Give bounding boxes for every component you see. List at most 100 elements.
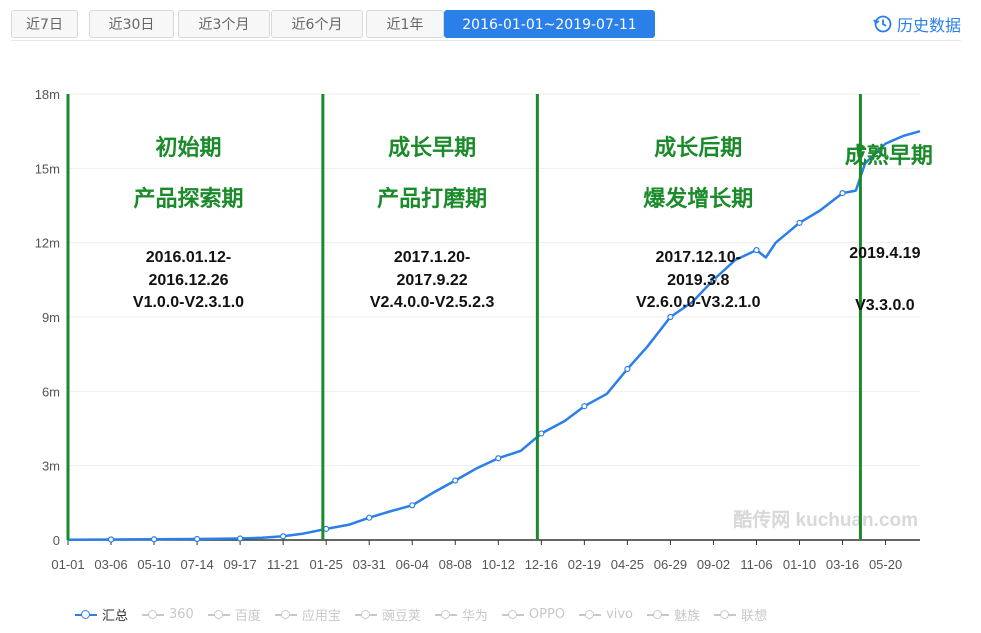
- legend-item[interactable]: 360: [142, 605, 194, 624]
- x-tick-label: 06-04: [396, 557, 429, 572]
- series-point: [409, 502, 416, 509]
- phase-date-start: 2017.1.20-: [394, 249, 471, 266]
- y-tick-label: 0: [53, 533, 60, 548]
- legend-item[interactable]: 汇总: [75, 605, 128, 624]
- phase-version: V3.3.0.0: [855, 297, 915, 314]
- series-point: [495, 455, 502, 462]
- y-tick-label: 15m: [35, 161, 60, 176]
- legend-marker-icon: [647, 609, 670, 620]
- legend-item[interactable]: 魅族: [647, 605, 700, 624]
- tab-30-days[interactable]: 近30日: [89, 10, 174, 38]
- downloads-line-chart: 0 3m 6m 9m 12m 15m 18m 01-01 03-06 05-10 07-14 09-…: [35, 87, 933, 572]
- legend-item[interactable]: 豌豆荚: [354, 605, 421, 624]
- x-tick-label: 09-17: [223, 557, 256, 572]
- legend-label: 华为: [461, 609, 488, 624]
- x-tick-label: 01-01: [51, 557, 84, 572]
- legend-marker-icon: [714, 609, 737, 620]
- series-point: [624, 365, 631, 373]
- series-point: [323, 525, 330, 532]
- legend-marker-icon: [142, 609, 165, 620]
- phase-subtitle: 产品打磨期: [377, 186, 487, 211]
- tab-underline: [11, 40, 961, 41]
- y-tick-label: 6m: [42, 384, 60, 399]
- phase-version: V2.4.0.0-V2.5.2.3: [370, 294, 495, 311]
- x-tick-label: 01-25: [310, 557, 343, 572]
- x-tick-label: 04-25: [611, 557, 644, 572]
- series-point: [150, 536, 158, 543]
- x-tick-label: 11-06: [740, 557, 772, 572]
- phase-name: 成长早期: [388, 135, 476, 160]
- legend-marker-icon: [75, 609, 97, 620]
- legend-item[interactable]: OPPO: [501, 605, 566, 624]
- x-tick-label: 10-12: [482, 557, 515, 572]
- legend: 汇总 360 百度 应用宝 豌豆荚 华为 OPPO vivo 魅族 联想: [75, 605, 767, 624]
- phase-lines: [66, 94, 862, 540]
- legend-marker-icon: [354, 609, 377, 620]
- series-point: [796, 219, 803, 226]
- watermark: 酷传网 kuchuan.com: [733, 508, 918, 531]
- x-tick-label: 11-21: [267, 557, 299, 572]
- y-axis-ticks: 0 3m 6m 9m 12m 15m 18m: [35, 87, 60, 548]
- history-icon: [873, 15, 892, 33]
- x-tick-label: 03-06: [94, 557, 127, 572]
- x-axis-ticks: 01-01 03-06 05-10 07-14 09-17 11-21 01-25 03-31…: [51, 540, 902, 572]
- x-tick-label: 03-16: [826, 557, 859, 572]
- series-point: [839, 190, 846, 197]
- tab-7-days[interactable]: 近7日: [11, 10, 78, 38]
- legend-label: 360: [169, 607, 194, 622]
- x-tick-label: 08-08: [439, 557, 472, 572]
- phase-date-end: 2019.3.8: [667, 272, 729, 289]
- x-tick-label: 12-16: [525, 557, 558, 572]
- tab-custom-range[interactable]: 2016-01-01~2019-07-11: [444, 10, 655, 38]
- y-tick-label: 3m: [42, 459, 60, 474]
- tab-6-months[interactable]: 近6个月: [271, 10, 363, 38]
- legend-marker-icon: [207, 609, 230, 620]
- legend-label: 联想: [741, 609, 768, 624]
- series-point: [237, 535, 244, 542]
- legend-label: 应用宝: [301, 609, 341, 624]
- phase-date-start: 2017.12.10-: [656, 249, 741, 266]
- phase-name: 成长后期: [654, 135, 742, 160]
- x-tick-label: 05-10: [137, 557, 170, 572]
- phase-subtitle: 爆发增长期: [643, 186, 753, 211]
- phase-name: 初始期: [155, 135, 221, 160]
- legend-item[interactable]: 华为: [434, 605, 488, 624]
- y-tick-label: 9m: [42, 310, 60, 325]
- legend-label: OPPO: [528, 607, 566, 622]
- legend-marker-icon: [274, 609, 297, 620]
- series-point: [581, 403, 588, 410]
- series-layer: [67, 129, 921, 543]
- history-data-link[interactable]: 历史数据: [873, 12, 961, 36]
- x-tick-label: 02-19: [568, 557, 601, 572]
- series-point: [280, 533, 287, 540]
- phase-date-range: 2019.4.19: [849, 245, 920, 262]
- tab-3-months[interactable]: 近3个月: [178, 10, 270, 38]
- legend-label: 魅族: [674, 609, 701, 624]
- phase-version: V1.0.0-V2.3.1.0: [133, 294, 244, 311]
- legend-item[interactable]: 联想: [714, 605, 767, 624]
- history-data-label: 历史数据: [896, 16, 961, 35]
- series-point: [538, 430, 545, 437]
- y-tick-label: 12m: [35, 236, 60, 251]
- legend-label: 汇总: [102, 609, 129, 624]
- x-tick-label: 05-20: [869, 557, 902, 572]
- x-tick-label: 01-10: [783, 557, 816, 572]
- tab-1-year[interactable]: 近1年: [366, 10, 444, 38]
- series-point: [710, 276, 717, 283]
- series-point: [193, 535, 201, 543]
- x-tick-label: 07-14: [180, 557, 213, 572]
- x-tick-label: 06-29: [654, 557, 687, 572]
- series-point: [667, 313, 674, 321]
- legend-label: 百度: [234, 609, 261, 624]
- grid-lines: [68, 93, 920, 467]
- legend-item[interactable]: vivo: [579, 605, 633, 624]
- x-tick-label: 09-02: [697, 557, 730, 572]
- legend-item[interactable]: 应用宝: [274, 605, 341, 624]
- phase-date-end: 2016.12.26: [148, 272, 228, 289]
- legend-label: 豌豆荚: [381, 609, 421, 624]
- legend-item[interactable]: 百度: [207, 605, 261, 624]
- y-tick-label: 18m: [35, 87, 60, 102]
- legend-marker-icon: [434, 609, 457, 620]
- legend-label: vivo: [606, 607, 634, 622]
